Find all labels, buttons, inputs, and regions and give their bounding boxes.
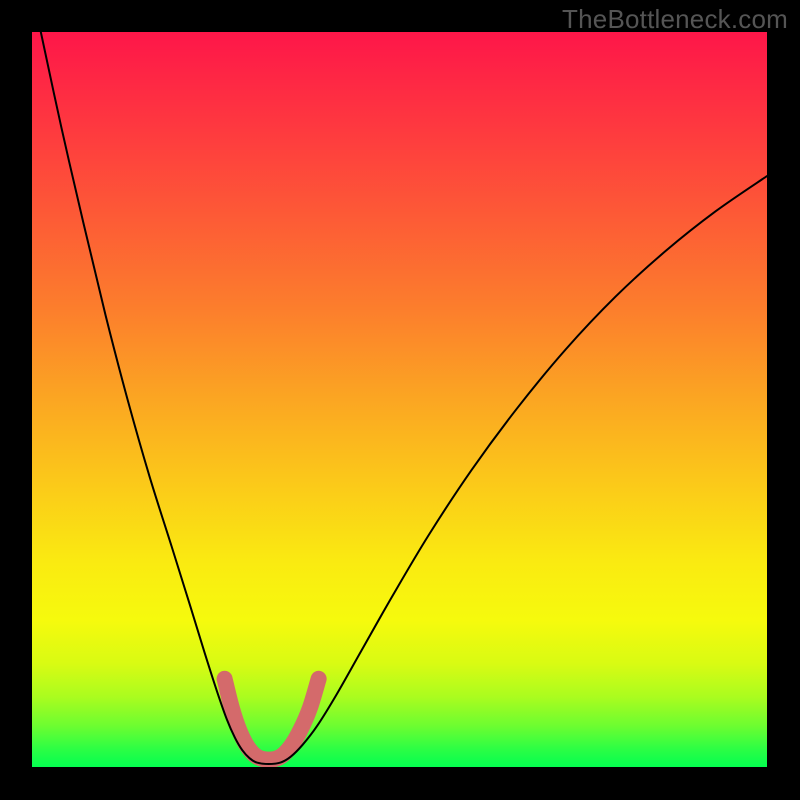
gradient-background [32, 32, 767, 767]
chart-root: TheBottleneck.com [0, 0, 800, 800]
watermark-text: TheBottleneck.com [562, 4, 788, 35]
bottleneck-chart [0, 0, 800, 800]
